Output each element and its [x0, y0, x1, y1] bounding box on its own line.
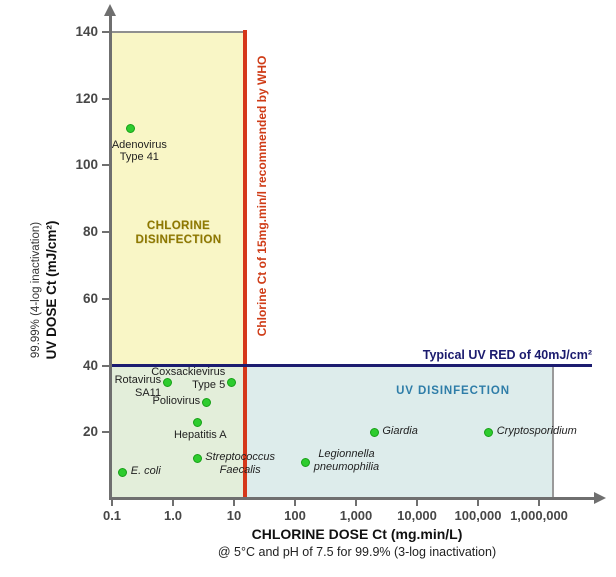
x-axis-subtitle: @ 5°C and pH of 7.5 for 99.9% (3-log ina… — [217, 545, 497, 559]
x-tick-1,000 — [355, 500, 357, 506]
data-point-dot — [162, 377, 172, 387]
x-tick-label-10,000: 10,000 — [397, 508, 437, 523]
x-axis-arrow-icon — [594, 492, 606, 504]
data-point-dot — [125, 124, 135, 134]
reference-line-who-chlorine — [242, 30, 247, 499]
y-tick-label-100: 100 — [75, 157, 98, 173]
x-tick-0.1 — [111, 500, 113, 506]
y-tick-20 — [102, 431, 109, 434]
region-chlorine-disinfection — [112, 32, 245, 366]
data-point-dot — [301, 457, 311, 467]
y-axis-title-secondary: 99.99% (4-log inactivation) — [30, 221, 42, 359]
gridline-140 — [111, 31, 245, 33]
x-tick-100,000 — [477, 500, 479, 506]
uv-region-right-boundary-line — [552, 366, 554, 499]
uv-disinfection-region-label: UV DISINFECTION — [396, 385, 510, 397]
y-tick-40 — [102, 364, 109, 367]
x-tick-label-1,000,000: 1,000,000 — [510, 508, 568, 523]
data-point-label: Poliovirus — [152, 395, 201, 408]
x-tick-1,000,000 — [538, 500, 540, 506]
data-point-dot — [192, 417, 202, 427]
data-point-label: Giardia — [382, 425, 418, 438]
data-point-dot — [226, 377, 236, 387]
y-tick-label-60: 60 — [82, 290, 98, 306]
x-tick-10,000 — [416, 500, 418, 506]
data-point-label: Streptococcus Faecalis — [205, 450, 275, 476]
data-point-label: Hepatitis A — [173, 429, 227, 442]
x-tick-label-100,000: 100,000 — [454, 508, 502, 523]
x-tick-1.0 — [172, 500, 174, 506]
x-tick-label-100: 100 — [284, 508, 306, 523]
data-point-label: Legionnella pneumophilia — [313, 448, 380, 473]
reference-line-uv-red — [112, 363, 592, 367]
y-axis-line — [109, 14, 112, 500]
y-axis-arrow-icon — [104, 4, 116, 16]
region-uv-disinfection — [244, 365, 554, 499]
data-point-label: Cryptosporidium — [496, 425, 577, 438]
y-tick-label-40: 40 — [82, 357, 98, 373]
y-tick-label-120: 120 — [75, 90, 98, 106]
data-point-dot — [201, 397, 211, 407]
x-tick-label-1.0: 1.0 — [163, 508, 183, 523]
who-chlorine-reference-label: Chlorine Ct of 15mg.min/l recommended by… — [255, 55, 269, 337]
chlorine-disinfection-region-label: CHLORINE DISINFECTION — [135, 220, 222, 247]
x-axis-line — [109, 497, 595, 500]
data-point-dot — [118, 467, 128, 477]
y-tick-label-140: 140 — [75, 24, 98, 39]
data-point-dot — [484, 427, 494, 437]
x-tick-label-0.1: 0.1 — [102, 508, 122, 523]
x-axis-title: CHLORINE DOSE Ct (mg.min/L) — [251, 526, 463, 542]
x-tick-label-10: 10 — [226, 508, 242, 523]
x-tick-label-1,000: 1,000 — [339, 508, 373, 523]
data-point-label: Coxsackievirus Type 5 — [151, 366, 226, 391]
y-tick-label-80: 80 — [82, 224, 98, 240]
x-tick-10 — [233, 500, 235, 506]
data-point-dot — [369, 427, 379, 437]
y-tick-120 — [102, 97, 109, 100]
data-point-dot — [192, 454, 202, 464]
y-tick-60 — [102, 297, 109, 300]
data-point-label: Rotavirus SA11 — [114, 374, 162, 399]
uv-red-reference-label: Typical UV RED of 40mJ/cm² — [422, 348, 592, 362]
data-point-label: E. coli — [130, 465, 161, 478]
y-tick-100 — [102, 164, 109, 167]
region-overlap — [112, 365, 245, 499]
x-tick-100 — [294, 500, 296, 506]
data-point-label: Adenovirus Type 41 — [111, 138, 167, 164]
y-tick-140 — [102, 31, 109, 33]
y-tick-label-20: 20 — [82, 424, 98, 440]
y-tick-80 — [102, 231, 109, 234]
